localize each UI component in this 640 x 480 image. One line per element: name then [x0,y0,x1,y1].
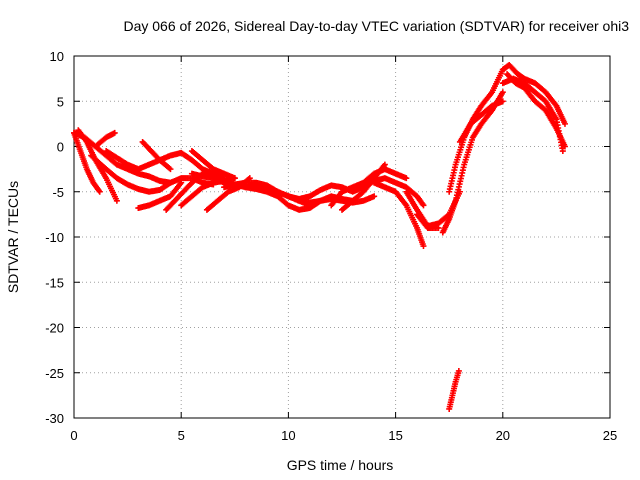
x-tick-label: 25 [603,428,617,443]
data-point [96,188,103,195]
series-arc-r [339,161,388,213]
series-arc-w [446,62,568,195]
y-axis-label: SDTVAR / TECUs [5,181,21,293]
y-tick-label: -30 [45,411,64,426]
series-arc-c [71,129,174,186]
series-arc-low [446,367,462,412]
data-point [231,175,238,182]
y-tick-label: -15 [45,275,64,290]
data-point [381,161,388,168]
series-arc-u [414,211,442,231]
y-tick-label: 10 [50,49,64,64]
data-point [403,175,410,182]
data-point [561,120,568,127]
y-tick-label: -5 [52,185,64,200]
data-point [111,129,118,136]
data-point [561,143,568,150]
x-tick-label: 15 [388,428,402,443]
axis-ticks: 0 5 10 15 20 25 10 5 0 -5 -10 -15 -20 -25 -30 [45,49,617,443]
x-tick-label: 10 [281,428,295,443]
data-point [435,224,442,231]
series-arc-o [242,184,378,213]
y-tick-label: 0 [57,140,64,155]
data-point [420,202,427,209]
y-tick-label: -25 [45,366,64,381]
series-arc-z [504,71,568,150]
grid [74,56,610,418]
series-arc-s [371,179,427,250]
x-tick-label: 5 [178,428,185,443]
y-tick-label: 5 [57,94,64,109]
data-point [499,98,506,105]
series-arc-v [439,89,506,236]
chart-title: Day 066 of 2026, Sidereal Day-to-day VTE… [123,18,629,34]
y-tick-label: -10 [45,230,64,245]
data-point [499,89,506,96]
series-arc-x [456,98,506,145]
data-point [559,148,566,155]
data-point [166,165,173,172]
series-arc-m [203,175,253,213]
series-arc-h [139,138,174,173]
data-marks [71,62,568,412]
data-point [167,166,174,173]
x-tick-label: 20 [496,428,510,443]
data-point [371,193,378,200]
x-axis-label: GPS time / hours [287,457,394,473]
x-tick-label: 0 [70,428,77,443]
y-tick-label: -20 [45,321,64,336]
series-arc-d [92,129,118,150]
data-point [178,179,185,186]
series-arc-g [135,179,185,212]
data-point [113,197,120,204]
data-point [420,243,427,250]
series-arc-e [88,152,217,195]
data-point [455,367,462,374]
series-arc-y [499,75,566,155]
series-arc-l [188,148,238,182]
series-arc-p [285,175,427,209]
